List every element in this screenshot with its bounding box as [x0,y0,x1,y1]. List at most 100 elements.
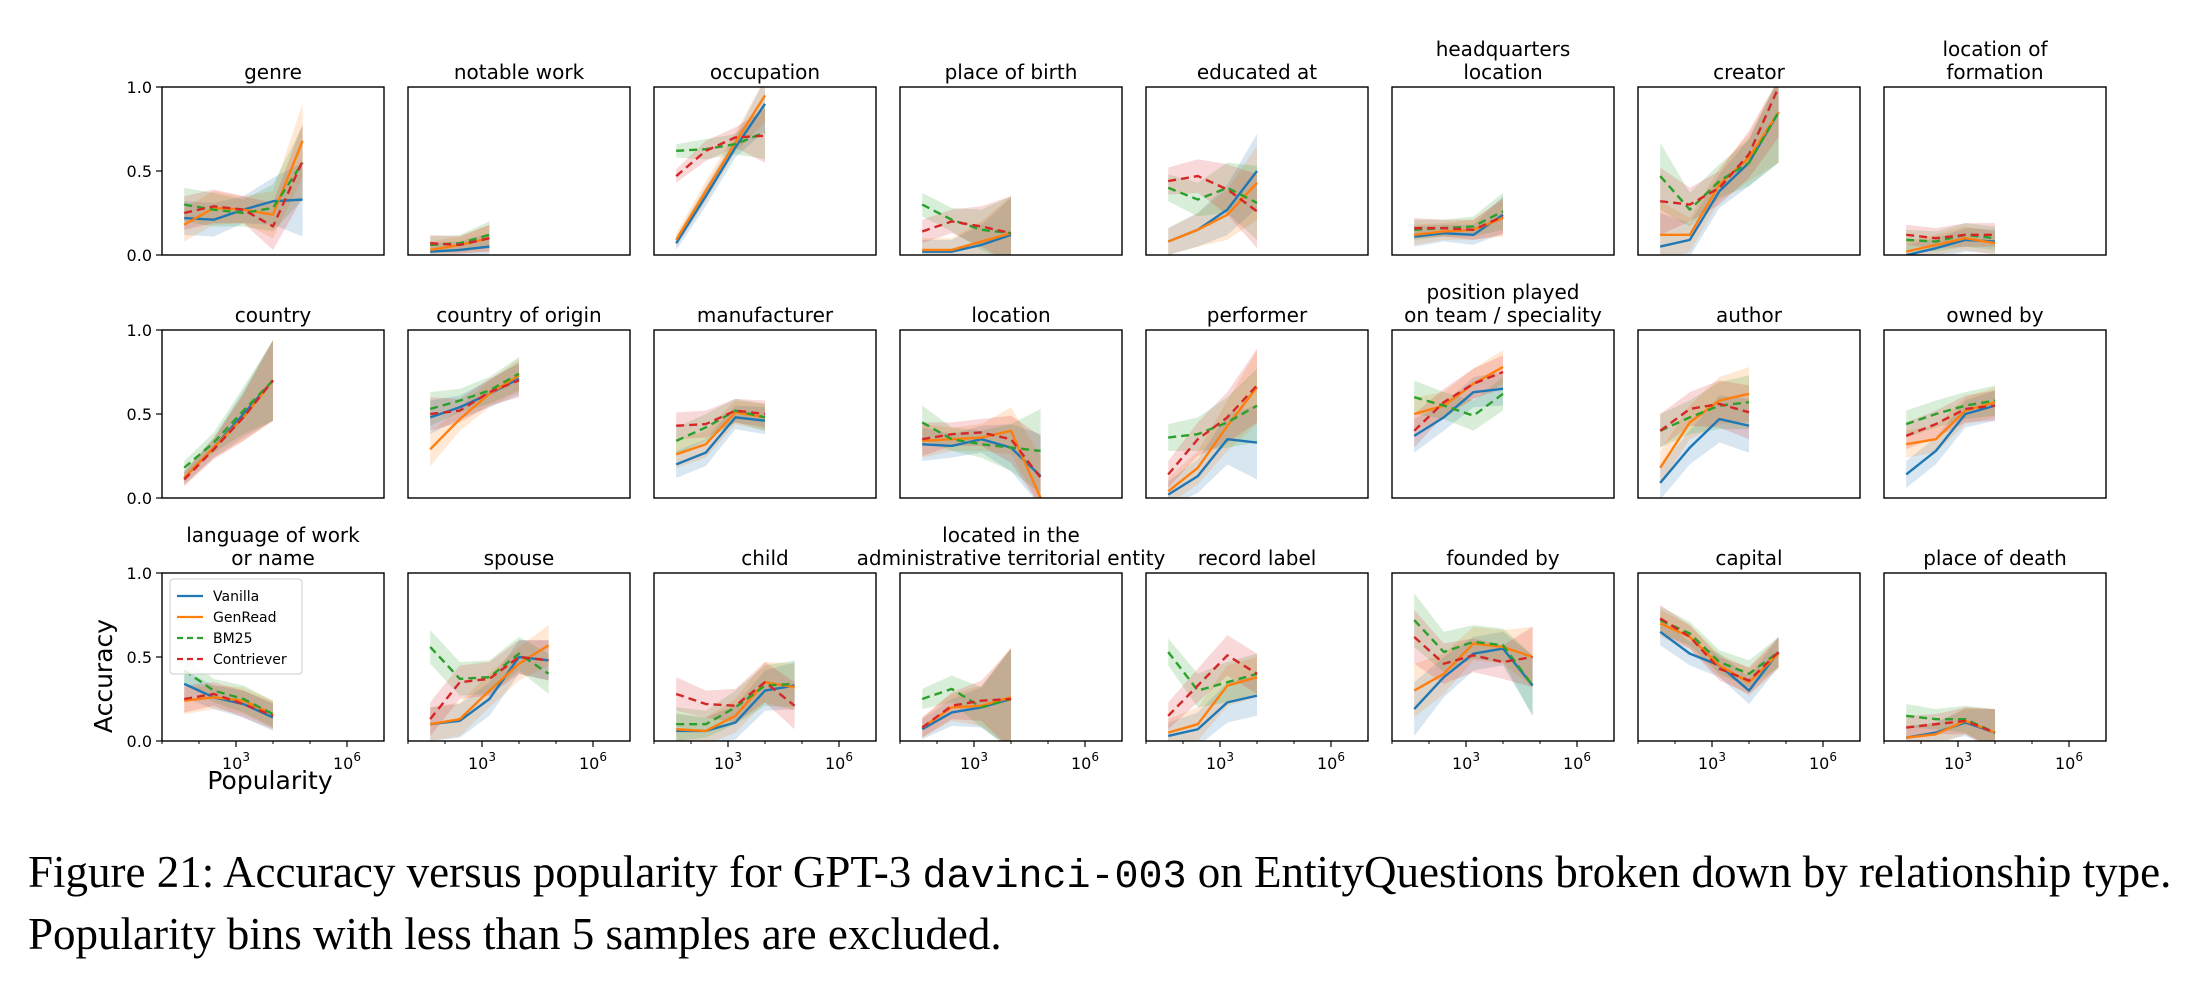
panel-frame [407,329,631,499]
band-vanilla [1168,134,1257,255]
panel-plot-area [921,646,1012,741]
panel-frame [899,329,1123,499]
panel-plot-area [921,405,1042,498]
band-bm25 [184,340,273,475]
band-contriever [676,398,765,440]
panel-frame [1391,329,1615,499]
series-line-bm25 [675,409,766,442]
series-line-contriever [1905,404,1996,437]
series-line-genread [1414,216,1504,237]
series-line-contriever [1414,215,1504,232]
x-tick-base: 10 [1071,754,1091,773]
x-axis-label: Popularity [207,766,332,795]
band-bm25 [1168,162,1257,240]
panel-plot-area [1167,635,1258,741]
series-line-genread [1906,719,1996,739]
panel-frame [1637,572,1861,742]
x-tick-label: 103 [1452,750,1480,773]
band-vanilla [1906,390,1995,488]
series-line-bm25 [1659,618,1780,675]
panel-title: position played [1427,280,1580,304]
panel-plot-area [675,660,796,741]
series-line-genread [922,232,1012,252]
series-line-bm25 [676,682,795,726]
band-genread [1168,145,1257,255]
x-tick-base: 10 [960,754,980,773]
series-line-bm25 [1906,233,1996,243]
panel-4: place of birth [899,60,1123,256]
x-tick-label: 106 [1317,750,1345,773]
series-line-contriever [1659,402,1750,432]
x-tick-exponent: 6 [1583,750,1591,764]
series-line-bm25 [183,379,274,469]
series-line-bm25 [1168,404,1258,439]
series-line-genread [1413,365,1504,416]
series-line-contriever [1167,174,1258,213]
band-bm25 [922,405,1041,493]
panel-frame [407,86,631,256]
panel-title: genre [244,60,302,84]
x-tick-label: 103 [1944,750,1972,773]
panel-title: author [1716,303,1783,327]
y-tick-label: 0.0 [127,246,152,265]
x-tick-exponent: 3 [734,750,742,764]
x-tick-label: 106 [333,750,361,773]
x-tick-base: 10 [1317,754,1337,773]
panel-title: notable work [454,60,585,84]
panel-plot-area [1659,87,1780,255]
x-tick-exponent: 3 [1718,750,1726,764]
panel-frame [1883,329,2107,499]
series-line-contriever [1660,87,1780,206]
series-line-vanilla [1167,438,1258,496]
panel-frame [1145,329,1369,499]
band-bm25 [184,657,273,728]
panel-frame [899,86,1123,256]
band-contriever [430,224,490,254]
series-line-vanilla [1413,387,1504,437]
x-tick-exponent: 6 [845,750,853,764]
series-line-bm25 [183,669,274,716]
panel-9: country 0.0 0.5 1.0 [127,303,385,508]
band-contriever [1660,380,1749,448]
x-tick-exponent: 3 [980,750,988,764]
figure-caption: Figure 21: Accuracy versus popularity fo… [28,844,2178,962]
x-tick-label: 106 [1071,750,1099,773]
panel-title: record label [1198,546,1317,570]
series-line-vanilla [1659,111,1780,248]
band-contriever [1414,609,1533,688]
legend-label-vanilla: Vanilla [213,589,259,605]
series-line-bm25 [1167,651,1258,692]
panel-title: on team / speciality [1404,303,1602,327]
x-tick-label: 106 [2055,750,2083,773]
panel-plot-area [183,340,274,487]
series-line-bm25 [1413,392,1504,417]
panel-7: creator [1637,60,1861,256]
x-tick-label: 106 [1563,750,1591,773]
series-line-contriever [183,692,274,717]
panel-plot-area [429,625,550,741]
band-bm25 [1660,87,1779,227]
x-tick-exponent: 3 [1472,750,1480,764]
x-tick-exponent: 6 [1337,750,1345,764]
band-genread [1168,350,1257,498]
panel-11: manufacturer [653,303,877,499]
panel-title: educated at [1197,60,1317,84]
band-bm25 [676,660,795,741]
panel-title: located in the [942,523,1080,547]
panel-plot-area [429,221,490,255]
band-genread [1906,707,1995,741]
panel-frame [653,329,877,499]
x-tick-label: 106 [579,750,607,773]
x-tick-exponent: 6 [2075,750,2083,764]
panel-title: location [1463,60,1542,84]
band-contriever [1168,159,1257,249]
series-line-contriever [676,409,766,427]
band-vanilla [1660,87,1779,255]
series-line-genread [183,140,304,226]
series-line-contriever [430,379,520,416]
band-bm25 [1906,385,1995,438]
band-vanilla [1414,631,1533,736]
